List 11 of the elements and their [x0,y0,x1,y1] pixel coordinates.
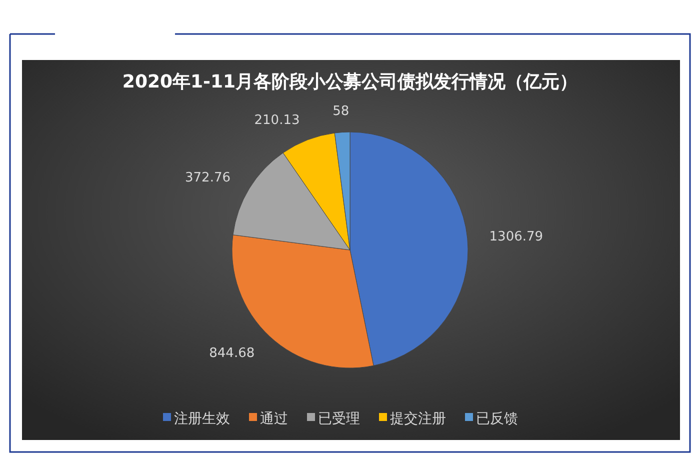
data-label: 210.13 [254,112,300,128]
legend-label: 提交注册 [390,410,446,427]
data-label: 58 [332,104,350,119]
legend-label: 通过 [260,410,288,427]
data-label: 372.76 [185,170,231,186]
data-label: 844.68 [209,346,255,362]
legend-label: 已受理 [318,410,360,427]
chart-title: 2020年1-11月各阶段小公募公司债拟发行情况（亿元） [122,71,578,92]
data-label: 1306.79 [489,229,544,244]
legend-label: 已反馈 [476,410,518,427]
legend-label: 注册生效 [174,410,230,427]
